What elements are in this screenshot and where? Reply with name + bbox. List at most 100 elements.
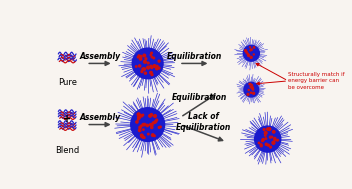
Ellipse shape bbox=[140, 55, 142, 58]
Ellipse shape bbox=[265, 143, 268, 145]
Ellipse shape bbox=[253, 92, 254, 94]
Ellipse shape bbox=[270, 146, 271, 148]
Ellipse shape bbox=[147, 62, 149, 64]
Ellipse shape bbox=[153, 115, 156, 117]
Text: Assembly: Assembly bbox=[79, 52, 120, 61]
Ellipse shape bbox=[139, 58, 142, 60]
Ellipse shape bbox=[250, 84, 251, 85]
Ellipse shape bbox=[264, 135, 266, 136]
Ellipse shape bbox=[263, 129, 265, 130]
Ellipse shape bbox=[142, 123, 145, 126]
Text: +: + bbox=[63, 115, 71, 125]
Ellipse shape bbox=[151, 134, 154, 136]
Ellipse shape bbox=[132, 48, 163, 79]
Ellipse shape bbox=[140, 134, 143, 136]
Ellipse shape bbox=[243, 45, 259, 61]
Text: Assembly: Assembly bbox=[79, 113, 120, 122]
Ellipse shape bbox=[250, 50, 251, 51]
Ellipse shape bbox=[138, 119, 139, 120]
Text: Blend: Blend bbox=[55, 146, 79, 155]
Ellipse shape bbox=[268, 144, 270, 146]
Ellipse shape bbox=[250, 86, 252, 88]
Ellipse shape bbox=[267, 128, 269, 130]
Ellipse shape bbox=[245, 50, 246, 51]
Ellipse shape bbox=[142, 68, 144, 70]
Ellipse shape bbox=[152, 122, 154, 123]
Ellipse shape bbox=[248, 54, 250, 57]
Ellipse shape bbox=[249, 83, 251, 85]
Ellipse shape bbox=[145, 58, 147, 60]
Ellipse shape bbox=[251, 85, 252, 86]
Ellipse shape bbox=[150, 114, 152, 116]
Ellipse shape bbox=[274, 137, 276, 140]
Ellipse shape bbox=[258, 142, 260, 144]
Ellipse shape bbox=[262, 138, 264, 141]
Ellipse shape bbox=[272, 131, 275, 133]
Ellipse shape bbox=[147, 133, 149, 135]
Ellipse shape bbox=[260, 145, 262, 147]
Text: Lack of
Equilibration: Lack of Equilibration bbox=[176, 112, 231, 132]
Ellipse shape bbox=[144, 137, 145, 138]
Ellipse shape bbox=[138, 129, 141, 132]
Ellipse shape bbox=[155, 121, 157, 123]
Ellipse shape bbox=[144, 72, 146, 74]
Ellipse shape bbox=[153, 65, 156, 67]
Text: Pure: Pure bbox=[58, 78, 77, 87]
Ellipse shape bbox=[160, 126, 161, 128]
Ellipse shape bbox=[244, 82, 259, 97]
Ellipse shape bbox=[147, 66, 150, 69]
Ellipse shape bbox=[250, 56, 252, 58]
Ellipse shape bbox=[151, 126, 153, 129]
Ellipse shape bbox=[254, 126, 281, 152]
Ellipse shape bbox=[151, 74, 153, 76]
Ellipse shape bbox=[260, 144, 262, 145]
Ellipse shape bbox=[248, 89, 249, 91]
Ellipse shape bbox=[267, 128, 269, 130]
Ellipse shape bbox=[138, 116, 140, 119]
Ellipse shape bbox=[136, 121, 138, 123]
Ellipse shape bbox=[143, 68, 145, 70]
Ellipse shape bbox=[246, 52, 247, 53]
Ellipse shape bbox=[138, 55, 139, 56]
Ellipse shape bbox=[131, 108, 165, 141]
Ellipse shape bbox=[141, 135, 144, 138]
Ellipse shape bbox=[147, 67, 149, 68]
Ellipse shape bbox=[140, 125, 142, 127]
Ellipse shape bbox=[154, 135, 155, 137]
Ellipse shape bbox=[144, 123, 146, 125]
Ellipse shape bbox=[269, 136, 271, 138]
Ellipse shape bbox=[137, 56, 139, 58]
Ellipse shape bbox=[156, 119, 158, 121]
Ellipse shape bbox=[136, 66, 137, 67]
Ellipse shape bbox=[151, 115, 152, 116]
Ellipse shape bbox=[150, 65, 152, 68]
Ellipse shape bbox=[252, 88, 253, 89]
Ellipse shape bbox=[268, 128, 271, 130]
Ellipse shape bbox=[262, 140, 264, 142]
Ellipse shape bbox=[143, 54, 146, 57]
Ellipse shape bbox=[151, 56, 153, 58]
Ellipse shape bbox=[252, 87, 253, 88]
Ellipse shape bbox=[142, 136, 144, 138]
Ellipse shape bbox=[141, 71, 143, 73]
Ellipse shape bbox=[150, 71, 152, 74]
Ellipse shape bbox=[247, 93, 249, 95]
Ellipse shape bbox=[151, 52, 152, 54]
Ellipse shape bbox=[253, 47, 255, 48]
Ellipse shape bbox=[277, 139, 278, 141]
Ellipse shape bbox=[158, 60, 160, 62]
Ellipse shape bbox=[276, 140, 278, 141]
Ellipse shape bbox=[143, 129, 144, 130]
Ellipse shape bbox=[251, 92, 252, 93]
Ellipse shape bbox=[253, 54, 254, 55]
Ellipse shape bbox=[151, 67, 153, 69]
Ellipse shape bbox=[271, 136, 273, 138]
Ellipse shape bbox=[137, 113, 140, 116]
Ellipse shape bbox=[264, 132, 267, 134]
Text: Structurally match if
energy barrier can
be overcome: Structurally match if energy barrier can… bbox=[288, 72, 345, 90]
Ellipse shape bbox=[140, 115, 143, 117]
Ellipse shape bbox=[153, 122, 155, 123]
Ellipse shape bbox=[156, 67, 158, 70]
Ellipse shape bbox=[139, 126, 141, 129]
Ellipse shape bbox=[142, 114, 144, 116]
